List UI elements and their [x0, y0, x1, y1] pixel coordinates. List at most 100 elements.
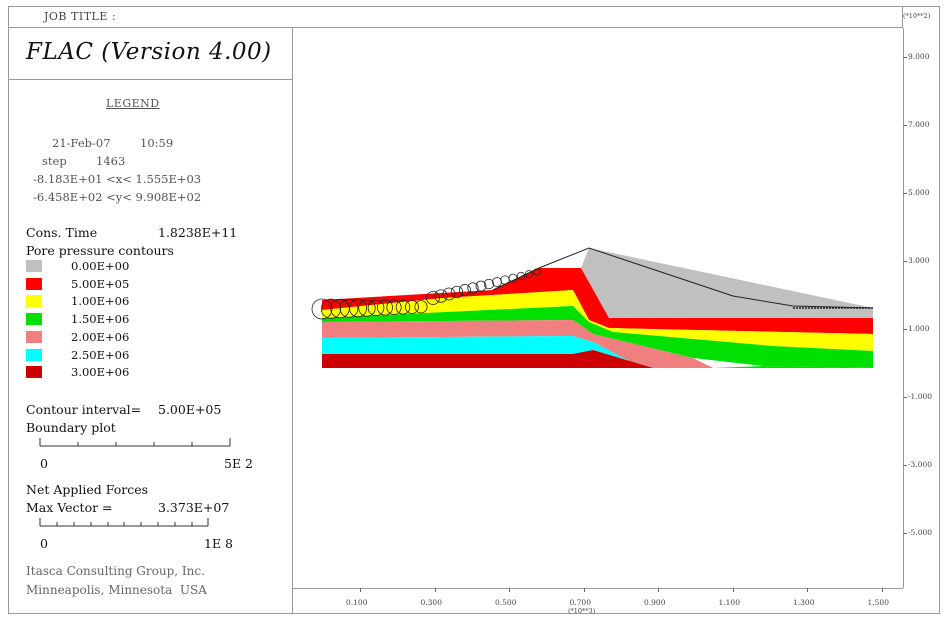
force-marker — [434, 289, 448, 303]
y-tick-label: 5.000 — [908, 188, 930, 197]
contour-swatch — [26, 348, 42, 361]
y-tick-mark — [903, 329, 907, 330]
x-tick-label: 1.100 — [718, 598, 740, 607]
company-location: Minneapolis, Minnesota USA — [26, 583, 207, 597]
run-time: 10:59 — [140, 136, 174, 150]
force-marker — [492, 277, 502, 287]
y-tick-label: 9.000 — [908, 52, 930, 61]
step-value: 1463 — [96, 154, 126, 168]
force-marker — [525, 270, 533, 278]
x-tick-mark — [881, 588, 883, 592]
force-marker — [349, 299, 368, 318]
y-tick-label: 7.000 — [908, 120, 930, 129]
force-marker — [533, 268, 541, 276]
force-marker — [442, 287, 456, 301]
force-marker — [450, 285, 464, 299]
contour-label: 2.50E+06 — [71, 347, 130, 362]
contour-label: 5.00E+05 — [71, 276, 130, 291]
contour-label: 2.00E+06 — [71, 329, 130, 344]
x-tick-label: 0.900 — [644, 598, 666, 607]
x-tick-mark — [509, 588, 510, 592]
contour-swatch — [26, 295, 42, 308]
contour-swatch — [26, 260, 42, 272]
program-title: FLAC (Version 4.00) — [26, 39, 272, 65]
y-tick-label: 3.000 — [908, 256, 930, 265]
cons-time-value: 1.8238E+11 — [158, 225, 238, 240]
force-marker — [386, 299, 402, 315]
force-marker — [483, 278, 495, 290]
contour-swatch — [26, 313, 42, 326]
contour-band-1 — [322, 268, 873, 334]
job-title: JOB TITLE : — [44, 10, 117, 23]
force-marker — [311, 298, 333, 320]
boundary-plot-label: Boundary plot — [26, 420, 116, 435]
vector-scale-start: 0 — [40, 536, 48, 551]
boundary-scale-end: 5E 2 — [224, 456, 254, 471]
force-marker — [377, 299, 393, 316]
contour-band-5 — [322, 336, 653, 368]
contour-band-2 — [322, 290, 873, 351]
y-tick-label: 1.000 — [908, 324, 930, 333]
max-vector-value: 3.373E+07 — [158, 500, 230, 515]
contour-swatch — [26, 330, 42, 343]
x-tick-label: 0.300 — [420, 598, 442, 607]
contour-label: 3.00E+06 — [71, 365, 130, 380]
contour-label: 0.00E+00 — [71, 259, 130, 273]
x-tick-mark — [807, 588, 808, 592]
pore-pressure-plot — [311, 247, 874, 368]
contour-band-6 — [322, 350, 653, 368]
net-forces-label: Net Applied Forces — [26, 482, 149, 497]
force-marker — [500, 275, 510, 285]
x-tick-label: 1.500 — [867, 598, 889, 607]
contour-interval-label: Contour interval= — [26, 402, 142, 417]
force-marker — [367, 299, 385, 317]
force-marker — [395, 299, 411, 315]
x-tick-mark — [583, 588, 585, 592]
legend-panel: FLAC (Version 4.00) LEGEND 21-Feb-07 10:… — [8, 28, 293, 614]
contour-swatch — [26, 366, 42, 379]
contour-band-0 — [581, 248, 873, 318]
force-marker — [339, 299, 359, 318]
x-tick-label: 0.100 — [346, 598, 368, 607]
contour-band-right-green — [713, 366, 873, 368]
boundary-scale-bar — [39, 438, 231, 447]
contours-title: Pore pressure contours — [26, 243, 174, 258]
boundary-scale-start: 0 — [40, 456, 48, 471]
contour-interval-value: 5.00E+05 — [158, 402, 222, 417]
y-scale-unit: (*10**2) — [903, 12, 931, 20]
y-tick-mark — [903, 193, 907, 194]
y-tick-label: -5.000 — [908, 528, 933, 537]
contour-band-3 — [322, 306, 873, 368]
force-marker — [516, 271, 526, 281]
run-date: 21-Feb-07 — [52, 136, 111, 150]
force-marker — [358, 299, 376, 317]
x-tick-label: 0.500 — [495, 598, 517, 607]
x-range: -8.183E+01 <x< 1.555E+03 — [33, 172, 202, 186]
y-range: -6.458E+02 <y< 9.908E+02 — [33, 190, 202, 204]
max-vector-label: Max Vector = — [26, 500, 113, 515]
x-tick-label: 0.700 — [569, 598, 591, 607]
contour-label: 1.50E+06 — [71, 312, 130, 327]
contour-label: 1.00E+06 — [71, 294, 130, 309]
x-tick-mark — [360, 588, 361, 592]
step-label: step — [42, 154, 67, 168]
plot-frame — [8, 6, 940, 614]
force-marker — [467, 282, 479, 294]
y-tick-mark — [903, 397, 907, 398]
applied-force-markers — [311, 268, 541, 320]
cons-time-label: Cons. Time — [26, 225, 98, 240]
y-tick-mark — [903, 533, 907, 534]
y-tick-mark — [903, 125, 907, 126]
y-tick-label: -3.000 — [908, 460, 933, 469]
x-tick-mark — [732, 588, 734, 592]
force-marker — [426, 291, 440, 305]
y-tick-mark — [903, 261, 907, 262]
x-tick-mark — [434, 588, 436, 592]
force-marker — [459, 284, 471, 296]
contour-swatch — [26, 277, 42, 290]
force-marker — [405, 300, 419, 314]
company-name: Itasca Consulting Group, Inc. — [26, 564, 205, 578]
x-tick-label: 1.300 — [793, 598, 815, 607]
contour-band-4 — [322, 320, 713, 368]
x-scale-unit: (*10**3) — [568, 607, 596, 615]
